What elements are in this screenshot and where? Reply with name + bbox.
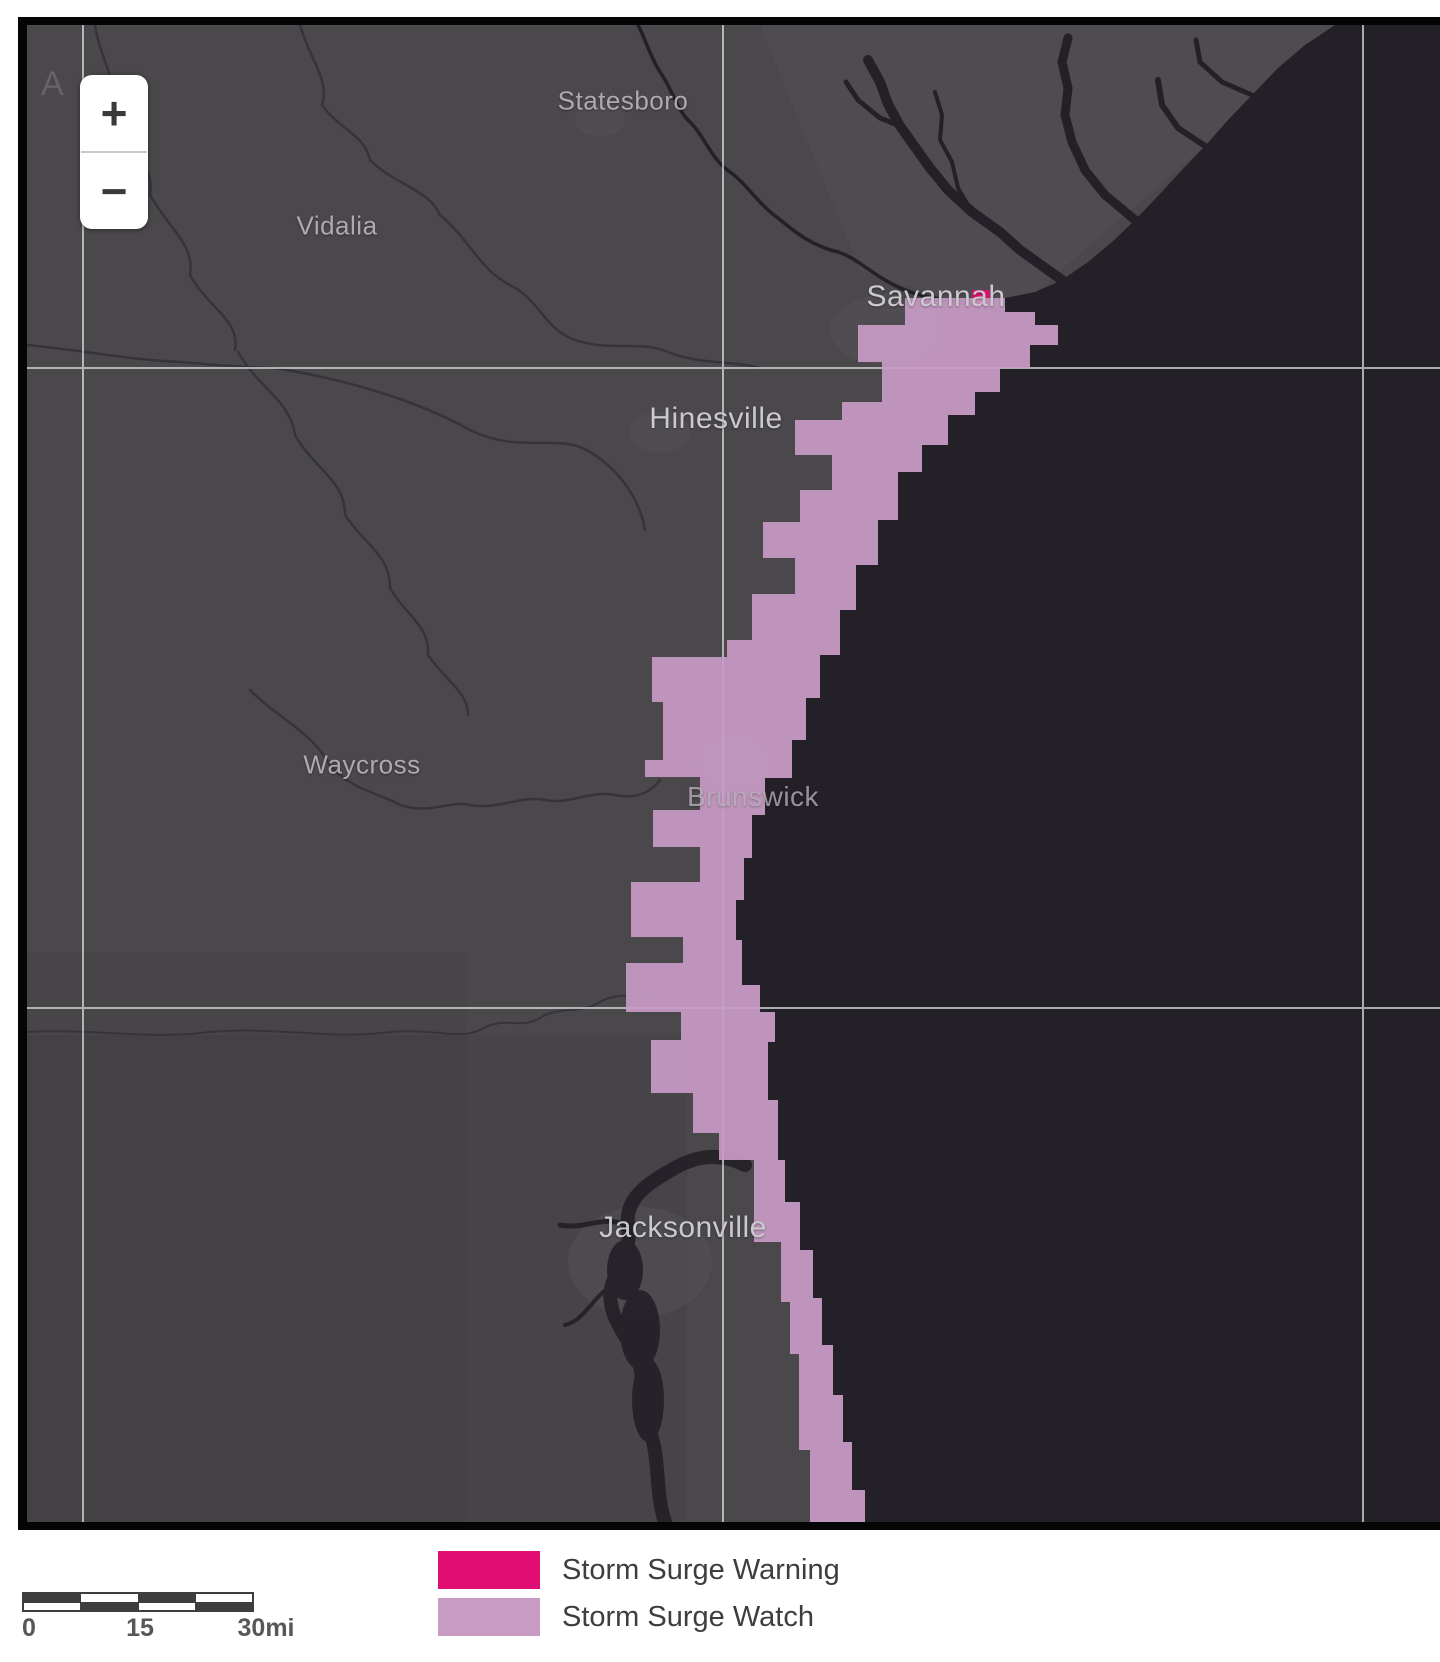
tidal-creeks <box>636 25 1255 314</box>
scale-seg <box>24 1602 81 1610</box>
scale-seg <box>81 1602 138 1610</box>
scale-bar: 0 15 30mi <box>22 1592 322 1644</box>
grid-cell-letter: A <box>41 65 64 103</box>
warning-swatch <box>438 1551 540 1589</box>
scale-seg <box>195 1602 252 1610</box>
scale-seg <box>195 1594 252 1602</box>
zoom-out-button[interactable]: − <box>100 165 128 217</box>
scale-bar-graphic <box>22 1592 254 1612</box>
st-johns-river <box>557 1149 752 1522</box>
zoom-control: + − <box>80 75 148 229</box>
scale-label-mid: 15 <box>126 1614 154 1642</box>
scale-label-end: 30mi <box>237 1614 295 1642</box>
zoom-in-button[interactable]: + <box>100 87 128 139</box>
ocean <box>736 25 1440 1522</box>
legend-label-warning: Storm Surge Warning <box>562 1553 840 1586</box>
legend-row-warning: Storm Surge Warning <box>438 1550 840 1590</box>
storm-surge-watch-area <box>626 298 1058 1522</box>
scale-seg <box>81 1594 138 1602</box>
scale-seg <box>24 1594 81 1602</box>
legend: Storm Surge Warning Storm Surge Watch <box>438 1550 840 1644</box>
watch-swatch <box>438 1598 540 1636</box>
legend-row-watch: Storm Surge Watch <box>438 1597 840 1637</box>
scale-seg <box>138 1594 195 1602</box>
land-area-darker2 <box>27 952 467 1522</box>
legend-label-watch: Storm Surge Watch <box>562 1600 814 1633</box>
land-area-darker <box>27 1035 687 1522</box>
map-canvas[interactable] <box>27 25 1440 1522</box>
scale-label-start: 0 <box>22 1614 36 1642</box>
map-frame: A + − Statesboro Vidalia Savannah Hinesv… <box>18 17 1440 1530</box>
river-lines <box>27 25 762 1036</box>
zoom-control-divider <box>81 151 147 153</box>
scale-seg <box>138 1602 195 1610</box>
land-area-lighter <box>760 25 1345 318</box>
